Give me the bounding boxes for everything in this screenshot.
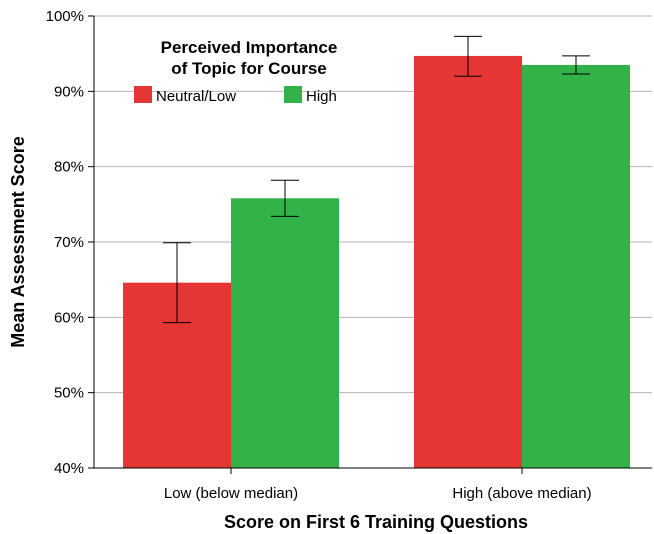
- y-axis-title: Mean Assessment Score: [8, 136, 28, 347]
- x-tick-label: Low (below median): [164, 485, 298, 502]
- bars: [123, 55, 630, 468]
- y-tick-label: 70%: [54, 234, 84, 251]
- bar: [414, 55, 522, 468]
- x-axis-title: Score on First 6 Training Questions: [224, 512, 528, 532]
- y-tick-label: 90%: [54, 83, 84, 100]
- y-tick-label: 80%: [54, 159, 84, 176]
- y-tick-label: 60%: [54, 309, 84, 326]
- legend-label-high: High: [306, 88, 337, 105]
- legend-swatch-high: [284, 86, 302, 103]
- legend-title-line-2: of Topic for Course: [171, 59, 327, 78]
- y-tick-label: 40%: [54, 460, 84, 477]
- y-tick-label: 100%: [46, 8, 84, 25]
- bar: [231, 198, 339, 468]
- legend-title-line-1: Perceived Importance: [161, 38, 338, 57]
- error-bars: [163, 35, 590, 324]
- legend-swatch-neutral-low: [134, 86, 152, 103]
- legend-label-neutral-low: Neutral/Low: [156, 88, 236, 105]
- y-tick-label: 50%: [54, 385, 84, 402]
- tick-labels: 40% 50% 60% 70% 80% 90% 100% Low (below median)…: [46, 8, 592, 502]
- bar: [522, 64, 630, 468]
- legend: Perceived Importance of Topic for Course…: [134, 38, 337, 105]
- x-tick-label: High (above median): [452, 485, 591, 502]
- axes: [88, 15, 652, 474]
